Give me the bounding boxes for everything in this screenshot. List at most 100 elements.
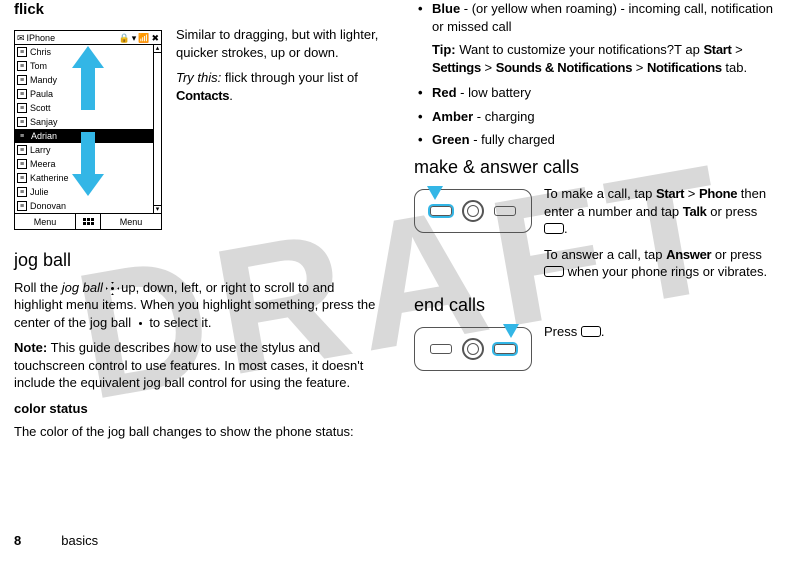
note-body: This guide describes how to use the styl…	[14, 340, 363, 390]
call-key-icon	[430, 344, 452, 354]
contact-icon: ≡	[17, 159, 27, 169]
contact-row: ≡Chris	[15, 45, 153, 59]
contact-icon: ≡	[17, 75, 27, 85]
contact-icon: ≡	[17, 89, 27, 99]
color-red-desc: - low battery	[457, 85, 531, 100]
btn-talk: Talk	[683, 204, 707, 219]
contact-row: ≡Paula	[15, 87, 153, 101]
scroll-track[interactable]	[154, 53, 161, 205]
call-key-icon	[430, 206, 452, 216]
try-this-text: flick through your list of	[221, 70, 358, 85]
phone-contact-list: ≡Chris ≡Tom ≡Mandy ≡Paula ≡Scott ≡Sanjay…	[15, 45, 153, 213]
center-key-icon	[462, 338, 484, 360]
tip-paragraph: Tip: Want to customize your notification…	[432, 41, 774, 76]
t: when your phone rings or vibrates.	[564, 264, 767, 279]
tip-settings: Settings	[432, 60, 481, 75]
page-content: flick ✉ IPhone 🔒 ▾ 📶	[0, 0, 810, 564]
contact-name: Meera	[30, 158, 56, 170]
tip-text: Want to customize your notifications?T a…	[456, 42, 704, 57]
device-buttons-make	[414, 189, 532, 233]
try-this-target: Contacts	[176, 88, 229, 103]
contact-icon: ≡	[17, 117, 27, 127]
keycap-icon	[544, 266, 564, 277]
t: or press	[707, 204, 758, 219]
contact-icon: ≡	[17, 47, 27, 57]
keycap-icon	[581, 326, 601, 337]
contact-name: Katherine	[30, 172, 69, 184]
scroll-down-icon[interactable]: ▾	[154, 205, 161, 213]
sep: >	[684, 186, 699, 201]
contact-icon: ≡	[17, 173, 27, 183]
pointer-arrow-icon	[427, 186, 443, 200]
color-status-body: The color of the jog ball changes to sho…	[14, 423, 386, 441]
jog-ball-heading: jog ball	[14, 248, 386, 272]
t: To make a call, tap	[544, 186, 656, 201]
list-item: Red - low battery	[414, 84, 774, 102]
end-key-icon	[494, 206, 516, 216]
jog-term: jog ball	[62, 280, 103, 295]
contact-row: ≡Donovan	[15, 199, 153, 213]
contact-name: Adrian	[30, 130, 58, 142]
phone-softkeys: Menu Menu	[15, 213, 161, 229]
tip-tab: tab.	[722, 60, 747, 75]
tip-sounds: Sounds & Notifications	[496, 60, 632, 75]
end-call-text: Press .	[544, 323, 774, 341]
contact-name: Larry	[30, 144, 51, 156]
contact-row: ≡Larry	[15, 143, 153, 157]
contact-row-selected: ≡Adrian	[15, 129, 153, 143]
jog-note: Note: This guide describes how to use th…	[14, 339, 386, 392]
try-this-lead: Try this:	[176, 70, 221, 85]
contact-icon: ≡	[17, 103, 27, 113]
center-key-icon	[462, 200, 484, 222]
phone-title: IPhone	[27, 32, 56, 44]
list-item: Amber - charging	[414, 108, 774, 126]
end-key-icon	[494, 344, 516, 354]
scroll-up-icon[interactable]: ▴	[154, 45, 161, 53]
color-amber-desc: - charging	[473, 109, 534, 124]
jog-direction-icon	[107, 283, 118, 294]
color-red: Red	[432, 85, 457, 100]
status-icon: ▾	[132, 32, 137, 44]
contact-name: Scott	[30, 102, 51, 114]
contact-name: Julie	[30, 186, 49, 198]
phone-signal-icon: ✉	[17, 32, 25, 44]
softkey-home-icon[interactable]	[75, 214, 101, 229]
color-amber: Amber	[432, 109, 473, 124]
keycap-icon	[544, 223, 564, 234]
t: Press	[544, 324, 581, 339]
t: .	[601, 324, 605, 339]
contact-row: ≡Katherine	[15, 171, 153, 185]
contact-row: ≡Meera	[15, 157, 153, 171]
make-answer-heading: make & answer calls	[414, 155, 774, 179]
softkey-right[interactable]: Menu	[101, 214, 161, 229]
btn-start: Start	[656, 186, 684, 201]
color-blue-desc: - (or yellow when roaming) - incoming ca…	[432, 1, 773, 34]
left-column: flick ✉ IPhone 🔒 ▾ 📶	[0, 0, 400, 564]
contact-name: Donovan	[30, 200, 66, 212]
contact-icon: ≡	[17, 187, 27, 197]
list-item: Green - fully charged	[414, 131, 774, 149]
end-calls-heading: end calls	[414, 293, 774, 317]
phone-scrollbar[interactable]: ▴ ▾	[153, 45, 161, 213]
contact-icon: ≡	[17, 131, 27, 141]
contact-row: ≡Mandy	[15, 73, 153, 87]
color-status-heading: color status	[14, 400, 386, 418]
softkey-left[interactable]: Menu	[15, 214, 75, 229]
sep: >	[632, 60, 647, 75]
jog-text3: to select it.	[146, 315, 212, 330]
sep: >	[481, 60, 496, 75]
jog-center-icon	[135, 318, 146, 329]
contact-name: Tom	[30, 60, 47, 72]
status-icon: 🔒	[118, 32, 129, 44]
sep: >	[732, 42, 743, 57]
flick-heading: flick	[14, 0, 386, 20]
color-green-desc: - fully charged	[470, 132, 555, 147]
tip-lead: Tip:	[432, 42, 456, 57]
contact-icon: ≡	[17, 145, 27, 155]
contact-icon: ≡	[17, 61, 27, 71]
contact-name: Paula	[30, 88, 53, 100]
tip-notifications: Notifications	[647, 60, 722, 75]
note-lead: Note:	[14, 340, 47, 355]
make-call-text: To make a call, tap Start > Phone then e…	[544, 185, 774, 238]
tip-start: Start	[703, 42, 731, 57]
